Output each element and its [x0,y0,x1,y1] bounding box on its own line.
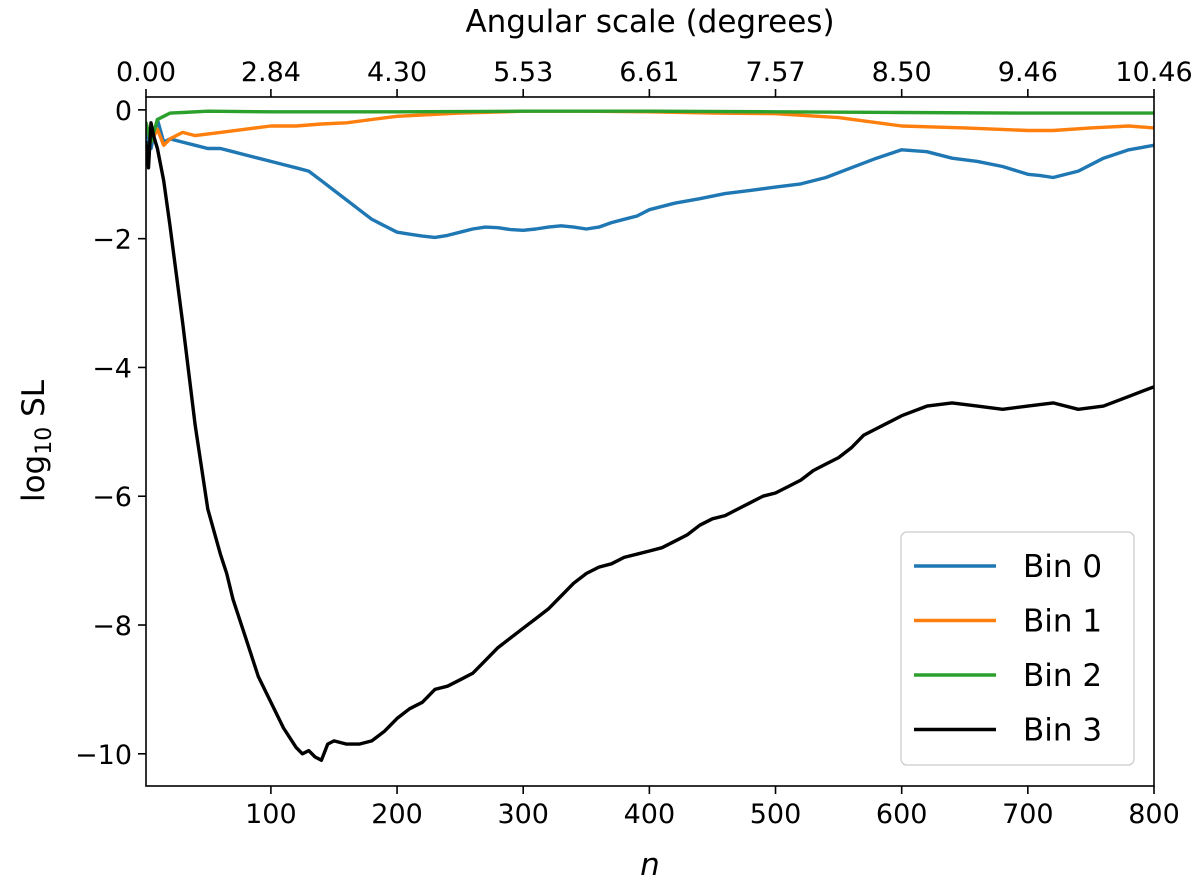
top-x-axis: 0.00 2.84 4.30 5.53 6.61 7.57 8.50 9.46 10.46 [116,57,1193,97]
x-tick-label: 100 [245,799,297,830]
legend-label-bin-1: Bin 1 [1023,604,1102,640]
y-axis-title-base: log [16,455,52,502]
y-axis-title-rest: SL [16,379,52,427]
x-tick-label: 400 [624,799,676,830]
legend: Bin 0 Bin 1 Bin 2 Bin 3 [900,531,1135,766]
x-tick-label: 700 [1002,799,1054,830]
y-tick-label: 0 [115,96,132,127]
legend-label-bin-3: Bin 3 [1023,713,1102,749]
series-line-bin-0 [146,117,1154,240]
x-tick-label: 200 [371,799,423,830]
top-tick-label: 2.84 [241,57,301,88]
y-tick-label: −6 [92,482,132,513]
legend-box [900,531,1135,766]
top-axis-title: Angular scale (degrees) [465,4,834,40]
top-tick-label: 8.50 [872,57,932,88]
series-layer [146,109,1154,762]
y-tick-label: −8 [92,611,132,642]
series-line-bin-2 [146,109,1154,144]
top-tick-label: 7.57 [745,57,805,88]
legend-label-bin-0: Bin 0 [1023,549,1102,585]
top-tick-label: 5.53 [493,57,553,88]
x-tick-label: 800 [1128,799,1180,830]
bottom-x-axis: 100 200 300 400 500 600 700 800 [245,786,1180,830]
x-tick-label: 300 [497,799,549,830]
top-tick-label: 9.46 [998,57,1058,88]
top-tick-label: 0.00 [116,57,176,88]
series-line-bin-3 [146,121,1154,762]
y-tick-label: −4 [92,353,132,384]
top-tick-label: 6.61 [619,57,679,88]
y-tick-label: −10 [75,740,132,771]
y-axis-title-subscript: 10 [32,427,57,455]
x-tick-label: 600 [876,799,928,830]
y-tick-label: −2 [92,225,132,256]
series-line-bin-1 [146,109,1154,147]
top-tick-label: 10.46 [1115,57,1192,88]
y-axis-title: log10 SL [16,379,57,502]
top-tick-label: 4.30 [367,57,427,88]
y-axis: 0 −2 −4 −6 −8 −10 [75,96,146,771]
legend-label-bin-2: Bin 2 [1023,658,1102,694]
x-axis-title: n [640,847,660,883]
x-tick-label: 500 [750,799,802,830]
